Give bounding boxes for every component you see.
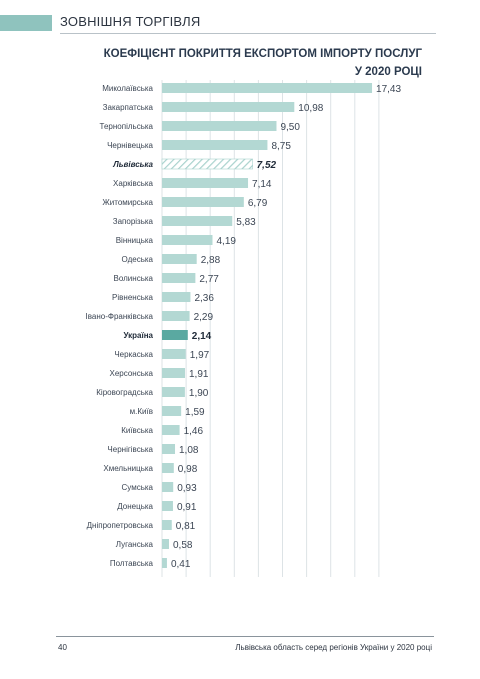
category-label: Запорізька: [113, 217, 154, 226]
category-label: Чернігівська: [107, 445, 153, 454]
value-label: 0,81: [176, 521, 196, 532]
bar: [162, 102, 295, 112]
bar: [162, 330, 188, 340]
bar: [162, 539, 169, 549]
category-label: Львівська: [112, 160, 153, 169]
category-label: Чернівецька: [107, 141, 153, 150]
category-label: Луганська: [116, 540, 154, 549]
category-label: Хмельницька: [103, 464, 153, 473]
value-label: 2,14: [192, 331, 212, 342]
bar: [162, 178, 249, 188]
category-label: Івано-Франківська: [86, 312, 154, 321]
bar: [162, 349, 186, 359]
value-label: 2,88: [201, 255, 221, 266]
bar: [162, 311, 190, 321]
bar: [162, 273, 196, 283]
category-label: Кіровоградська: [96, 388, 153, 397]
value-label: 4,19: [216, 236, 236, 247]
category-label: Полтавська: [110, 559, 154, 568]
bar: [162, 482, 174, 492]
bars: Миколаївська 17,43 Закарпатська 10,98 Терноп…: [86, 83, 401, 570]
value-label: 7,14: [252, 179, 272, 190]
bar: [162, 558, 167, 568]
bar: [162, 406, 182, 416]
chart-title-line2: У 2020 РОЦІ: [354, 66, 422, 78]
bar: [161, 158, 253, 170]
section-title: ЗОВНІШНЯ ТОРГІВЛЯ: [60, 14, 201, 29]
bar: [162, 387, 185, 397]
bar: [162, 292, 191, 302]
value-label: 9,50: [280, 122, 300, 133]
category-label: Черкаська: [114, 350, 153, 359]
category-label: Рівненська: [112, 293, 153, 302]
bar: [162, 463, 174, 473]
chart-title-line1: КОЕФІЦІЄНТ ПОКРИТТЯ ЕКСПОРТОМ ІМПОРТУ ПО…: [103, 48, 422, 60]
value-label: 2,29: [194, 312, 214, 323]
value-label: 8,75: [271, 141, 291, 152]
footer-rule: [56, 636, 434, 637]
bar: [162, 140, 268, 150]
bar: [162, 254, 197, 264]
value-label: 2,36: [194, 293, 214, 304]
value-label: 0,98: [178, 464, 198, 475]
bar: [162, 121, 277, 131]
category-label: Україна: [123, 331, 153, 340]
value-label: 1,46: [184, 426, 204, 437]
header-color-band: [0, 15, 52, 31]
bar: [162, 501, 173, 511]
bar: [162, 235, 213, 245]
category-label: Дніпропетровська: [87, 521, 154, 530]
value-label: 6,79: [248, 198, 268, 209]
category-label: Тернопільська: [100, 122, 154, 131]
chart-title: КОЕФІЦІЄНТ ПОКРИТТЯ ЕКСПОРТОМ ІМПОРТУ ПО…: [82, 45, 422, 81]
value-label: 0,58: [173, 540, 193, 551]
bar: [162, 444, 176, 454]
category-label: Миколаївська: [102, 84, 153, 93]
category-label: Закарпатська: [103, 103, 154, 112]
value-label: 10,98: [298, 103, 323, 114]
bar: [162, 425, 180, 435]
category-label: Житомирська: [102, 198, 153, 207]
category-label: Харківська: [113, 179, 154, 188]
footer-text: Львівська область серед регіонів України…: [235, 643, 432, 652]
category-label: м.Київ: [130, 407, 153, 416]
bar: [162, 368, 186, 378]
category-label: Сумська: [122, 483, 154, 492]
category-label: Волинська: [114, 274, 154, 283]
category-label: Київська: [121, 426, 153, 435]
value-label: 17,43: [376, 84, 401, 95]
category-label: Одеська: [122, 255, 154, 264]
bar: [162, 520, 172, 530]
header-rule: [60, 33, 436, 34]
value-label: 1,08: [179, 445, 199, 456]
category-label: Херсонська: [110, 369, 154, 378]
value-label: 2,77: [199, 274, 219, 285]
value-label: 1,91: [189, 369, 209, 380]
value-label: 0,41: [171, 559, 191, 570]
value-label: 0,93: [177, 483, 197, 494]
page-number: 40: [58, 643, 67, 652]
value-label: 0,91: [177, 502, 197, 513]
value-label: 5,83: [236, 217, 256, 228]
bar: [162, 83, 373, 93]
category-label: Вінницька: [116, 236, 154, 245]
bar: [162, 216, 233, 226]
bar: [162, 197, 244, 207]
value-label: 1,97: [190, 350, 210, 361]
value-label: 7,52: [257, 160, 277, 171]
category-label: Донецька: [117, 502, 153, 511]
value-label: 1,59: [185, 407, 205, 418]
value-label: 1,90: [189, 388, 209, 399]
